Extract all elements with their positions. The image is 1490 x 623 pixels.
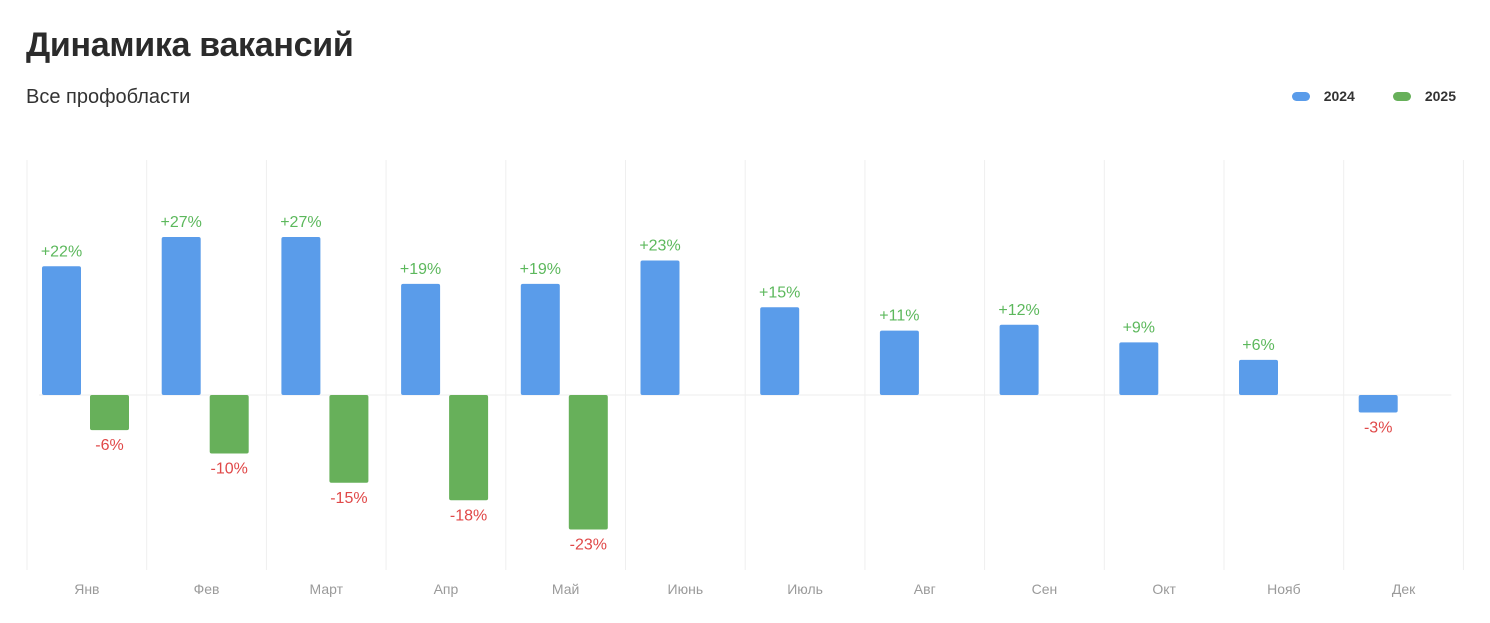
data-label-2024-4: +19% (400, 261, 441, 278)
x-tick-label: Окт (1152, 581, 1176, 597)
bar-2024-4 (401, 283, 441, 395)
data-label-2024-6: +23% (639, 237, 680, 254)
data-label-2024-10: +9% (1123, 319, 1155, 336)
legend-label-2024: 2024 (1323, 88, 1355, 104)
legend-item-2025[interactable]: 2025 (1392, 88, 1456, 104)
bar-2024-11 (1239, 359, 1278, 395)
bar-2025-3 (329, 395, 369, 483)
bar-2024-6 (640, 260, 680, 395)
data-label-2025-4: -18% (450, 507, 487, 524)
data-label-2024-12: -3% (1364, 420, 1392, 437)
data-label-2024-7: +15% (759, 284, 800, 301)
x-tick-label: Фев (194, 581, 220, 597)
data-label-2025-2: -10% (211, 461, 248, 478)
chart-subtitle: Все профобласти (26, 86, 191, 108)
bar-2024-7 (760, 307, 800, 395)
chart-title: Динамика вакансий (26, 26, 354, 64)
data-label-2024-8: +11% (879, 308, 919, 325)
bar-2024-12 (1358, 395, 1398, 413)
x-tick-label: Сен (1032, 581, 1058, 597)
data-label-2024-11: +6% (1242, 337, 1274, 354)
x-tick-label: Июнь (668, 581, 704, 597)
data-label-2024-9: +12% (998, 302, 1039, 319)
bar-2024-1 (42, 266, 81, 395)
data-label-2025-5: -23% (570, 537, 607, 554)
bar-2024-2 (161, 237, 201, 395)
data-label-2025-3: -15% (330, 490, 367, 507)
bar-2025-1 (90, 395, 129, 431)
x-tick-label: Май (552, 581, 579, 597)
bar-2024-5 (520, 283, 560, 395)
x-tick-label: Апр (434, 581, 459, 597)
data-label-2024-5: +19% (520, 261, 561, 278)
bar-2024-10 (1119, 342, 1159, 395)
x-tick-label: Нояб (1267, 581, 1301, 597)
x-tick-label: Дек (1392, 581, 1416, 597)
legend-swatch-2025 (1392, 91, 1411, 101)
legend-label-2025: 2025 (1424, 88, 1456, 104)
x-tick-label: Янв (74, 581, 99, 597)
legend-swatch-2024 (1291, 91, 1310, 101)
bar-2024-3 (281, 237, 321, 395)
data-label-2024-1: +22% (41, 243, 82, 260)
x-tick-label: Июль (787, 581, 823, 597)
bar-2025-5 (568, 395, 608, 530)
data-label-2025-1: -6% (95, 437, 123, 454)
legend: 2024 2025 (1291, 88, 1456, 104)
bar-2024-8 (879, 330, 919, 395)
data-label-2024-3: +27% (280, 214, 321, 231)
x-tick-label: Март (310, 581, 344, 597)
bar-2025-2 (209, 395, 249, 454)
data-label-2024-2: +27% (161, 214, 202, 231)
bar-2025-4 (449, 395, 489, 501)
x-tick-label: Авг (914, 581, 936, 597)
legend-item-2024[interactable]: 2024 (1291, 88, 1355, 104)
bar-2024-9 (999, 324, 1039, 395)
